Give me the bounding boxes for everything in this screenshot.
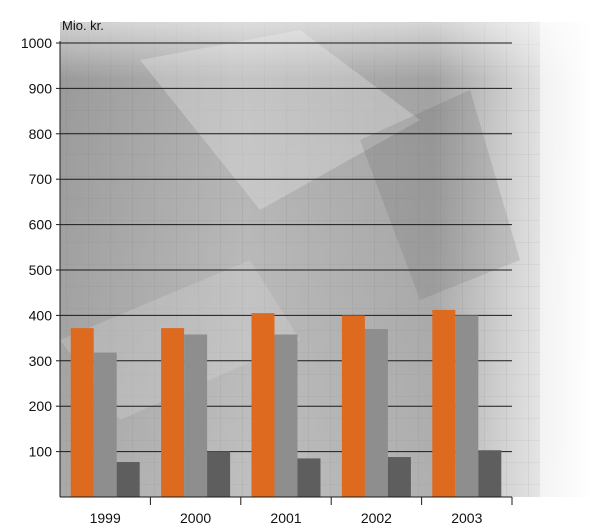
bar xyxy=(116,462,140,497)
bar xyxy=(387,457,411,497)
y-tick-label: 600 xyxy=(29,217,53,233)
y-tick-label: 400 xyxy=(29,307,53,323)
bar xyxy=(184,334,208,497)
bar xyxy=(274,334,298,497)
bar xyxy=(432,309,456,497)
y-tick-label: 300 xyxy=(29,353,53,369)
bar xyxy=(93,352,117,497)
y-tick-label: 100 xyxy=(29,444,53,460)
y-tick-label: 500 xyxy=(29,262,53,278)
y-tick-labels: 100 200 300 400 500 600 700 800 900 1000 xyxy=(21,35,52,460)
bar xyxy=(207,451,231,497)
y-tick-label: 900 xyxy=(29,80,53,96)
axes xyxy=(56,41,513,505)
x-tick-label: 2000 xyxy=(180,510,211,525)
bar xyxy=(70,328,94,497)
bar xyxy=(478,450,502,497)
y-tick-label: 700 xyxy=(29,171,53,187)
y-axis-label: Mio. kr. xyxy=(62,18,104,33)
bar xyxy=(364,329,388,497)
bar xyxy=(455,315,479,497)
y-tick-label: 1000 xyxy=(21,35,52,51)
x-tick-label: 2003 xyxy=(451,510,482,525)
bar xyxy=(251,313,275,497)
bar xyxy=(341,315,365,497)
x-tick-label: 2002 xyxy=(361,510,392,525)
x-tick-label: 1999 xyxy=(90,510,121,525)
y-tick-label: 800 xyxy=(29,126,53,142)
x-tick-labels: 1999 2000 2001 2002 2003 xyxy=(90,510,483,526)
bar xyxy=(297,458,321,497)
bars xyxy=(70,309,502,497)
background-photo xyxy=(60,22,593,497)
bar xyxy=(161,328,185,497)
y-tick-label: 200 xyxy=(29,398,53,414)
x-tick-label: 2001 xyxy=(270,510,301,525)
